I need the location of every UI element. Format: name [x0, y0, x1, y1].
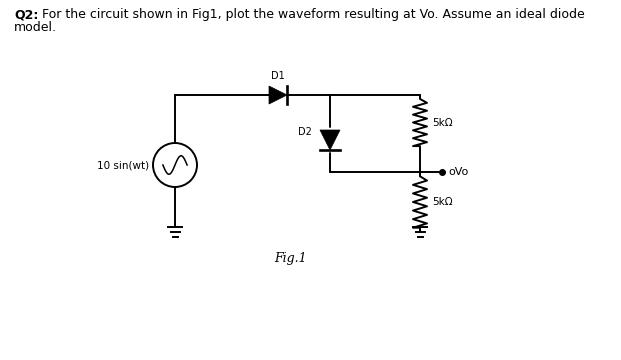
- Polygon shape: [269, 86, 287, 104]
- Text: 5kΩ: 5kΩ: [432, 197, 453, 207]
- Text: For the circuit shown in Fig1, plot the waveform resulting at Vo. Assume an idea: For the circuit shown in Fig1, plot the …: [38, 8, 585, 21]
- Text: oVo: oVo: [448, 167, 468, 177]
- Text: 5kΩ: 5kΩ: [432, 117, 453, 127]
- Polygon shape: [320, 130, 340, 150]
- Text: Q2:: Q2:: [14, 8, 39, 21]
- Text: model.: model.: [14, 21, 57, 34]
- Text: 10 sin(wt): 10 sin(wt): [97, 160, 149, 170]
- Text: Fig.1: Fig.1: [274, 252, 306, 265]
- Text: D1: D1: [271, 71, 285, 81]
- Text: D2: D2: [298, 127, 312, 137]
